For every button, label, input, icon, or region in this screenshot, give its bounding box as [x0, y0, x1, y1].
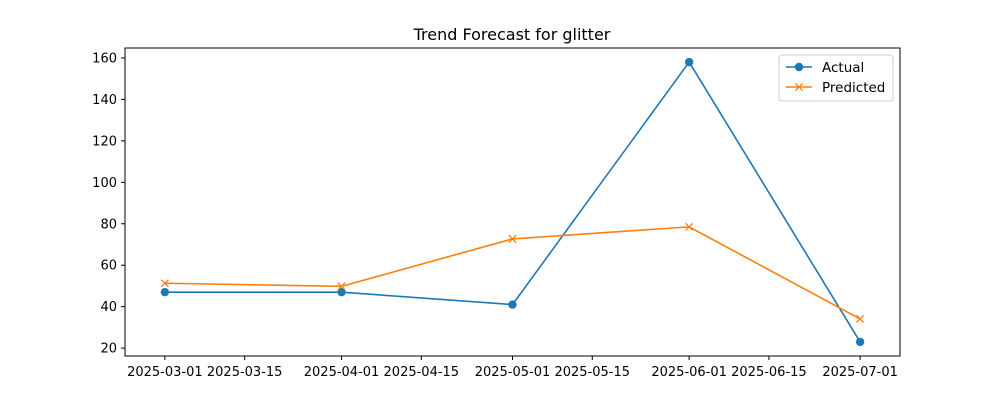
- series-1-point: [508, 234, 517, 243]
- chart-title: Trend Forecast for glitter: [413, 25, 611, 44]
- y-tick-label: 120: [92, 134, 117, 149]
- series-1-point: [685, 222, 694, 231]
- series-0-point: [160, 287, 170, 297]
- x-tick-label: 2025-04-15: [384, 365, 460, 380]
- y-tick-label: 80: [100, 217, 117, 232]
- y-tick-label: 100: [92, 176, 117, 191]
- y-tick-label: 60: [100, 259, 117, 274]
- series-0-point: [337, 287, 346, 297]
- legend-label-1: Predicted: [822, 80, 885, 96]
- x-marker-stroke: [160, 279, 169, 288]
- y-tick-label: 40: [100, 300, 117, 315]
- y-tick-label: 20: [100, 342, 117, 357]
- x-marker-stroke: [856, 314, 865, 323]
- series-0-point: [508, 300, 517, 309]
- x-marker-stroke: [794, 82, 804, 92]
- x-tick-label: 2025-03-15: [207, 365, 283, 380]
- series-line-0: [164, 61, 861, 343]
- y-tick-label: 160: [92, 51, 117, 66]
- x-tick-label: 2025-03-01: [127, 365, 203, 380]
- series-1-point: [160, 279, 169, 288]
- x-tick-label: 2025-04-01: [304, 365, 380, 380]
- x-tick-label: 2025-06-01: [651, 365, 727, 380]
- y-tick-label: 140: [92, 93, 117, 108]
- x-marker-stroke: [685, 222, 694, 231]
- x-tick-label: 2025-05-01: [475, 365, 551, 380]
- series-0-point: [684, 57, 694, 67]
- x-tick-label: 2025-06-15: [731, 365, 807, 380]
- x-marker-stroke: [337, 282, 346, 291]
- legend-marker-1: [794, 82, 804, 92]
- x-tick-label: 2025-07-01: [822, 365, 898, 380]
- legend: Actual Predicted: [778, 54, 894, 102]
- plot-area: 20 40 60 80 100 120 140 160 2025-03-01 2025-03-15…: [92, 47, 901, 380]
- series-1-point: [856, 314, 865, 323]
- x-tick-label: 2025-05-15: [554, 365, 630, 380]
- legend-label-0: Actual: [822, 60, 864, 76]
- series-0-point: [855, 337, 865, 347]
- series-1-point: [337, 282, 346, 291]
- x-marker-stroke: [508, 234, 517, 243]
- legend-marker-0: [794, 62, 804, 72]
